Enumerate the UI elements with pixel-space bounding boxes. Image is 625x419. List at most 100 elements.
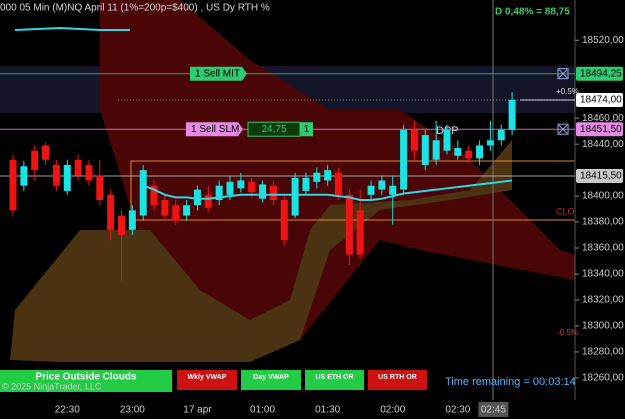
candle-body xyxy=(226,181,234,195)
candle-body xyxy=(128,210,136,230)
y-tick-label: 18520,00 xyxy=(582,35,624,46)
button[interactable] xyxy=(0,370,172,392)
order-cancel-x xyxy=(558,69,568,79)
x-cursor-box xyxy=(478,402,509,417)
candle-body xyxy=(269,185,277,200)
candle-body xyxy=(259,184,267,199)
button[interactable] xyxy=(241,370,301,390)
candle-body xyxy=(31,150,39,171)
annotation: -0.5% xyxy=(557,328,578,337)
candle-body xyxy=(465,150,473,159)
x-tick-label: 01:30 xyxy=(315,405,340,416)
candle-body xyxy=(389,185,397,195)
candle-body xyxy=(237,180,245,189)
price-label-box xyxy=(576,93,623,107)
candle-body xyxy=(20,166,28,186)
y-tick-label: 18260,00 xyxy=(582,373,624,384)
candle-body xyxy=(74,159,82,176)
candle-body xyxy=(454,148,462,156)
x-tick-label: 23:00 xyxy=(120,405,145,416)
x-tick-label: 22:30 xyxy=(55,405,80,416)
candle-body xyxy=(85,164,93,181)
y-tick-label: 18320,00 xyxy=(582,295,624,306)
y-tick-label: 18340,00 xyxy=(582,269,624,280)
candle-body xyxy=(345,194,353,255)
overlay-line xyxy=(142,179,513,201)
price-label-box xyxy=(576,66,623,81)
candle-body xyxy=(280,200,288,241)
order-cancel-x xyxy=(558,124,568,134)
candle-body xyxy=(378,180,386,190)
candle-body xyxy=(410,129,418,151)
order-label: 1 Sell MIT xyxy=(195,68,240,79)
candle-body xyxy=(313,172,321,182)
chart-title: 000 05 Min (M)NQ April 11 (1%=200p=$400)… xyxy=(0,3,270,14)
cloud xyxy=(10,140,512,362)
order-cancel[interactable] xyxy=(557,68,569,80)
x-tick-label: 01:00 xyxy=(250,405,275,416)
order-label: 1 Sell SLM xyxy=(191,124,239,135)
y-tick-label: 18280,00 xyxy=(582,347,624,358)
candle-body xyxy=(476,145,484,159)
candle-body xyxy=(161,200,169,216)
status: Time remaining = 00:03:14 xyxy=(445,376,576,388)
candle-body xyxy=(96,175,104,200)
order-qty-box xyxy=(300,122,313,137)
candle-body xyxy=(52,164,60,186)
button-label: US RTH OR xyxy=(378,374,417,381)
candle-body xyxy=(432,140,440,160)
candle-body xyxy=(400,129,408,190)
candle-body xyxy=(335,172,342,195)
price-label: 18494,25 xyxy=(580,68,622,79)
candle-body xyxy=(367,185,375,195)
button-label: Wkly VWAP xyxy=(188,374,227,381)
indicator-line xyxy=(14,26,130,31)
order-offset: 24,75 xyxy=(261,124,286,135)
price-label-box xyxy=(576,122,623,137)
candle-body xyxy=(204,194,212,208)
subtitle: D 0,48% = 88,75 xyxy=(495,7,570,18)
candle-body xyxy=(183,205,191,216)
candle-body xyxy=(107,194,115,230)
order-tag xyxy=(186,122,243,137)
candle-body xyxy=(302,177,310,191)
candle-body xyxy=(443,129,451,151)
annotation: +0.5% xyxy=(556,87,579,96)
price-label: 18415,50 xyxy=(580,171,622,182)
x-tick-label: 02:45 xyxy=(481,405,506,416)
order-tag xyxy=(190,66,247,81)
button-label: Day VWAP xyxy=(253,374,289,381)
candle-body xyxy=(324,170,332,181)
price-label-box xyxy=(576,168,623,183)
y-tick-label: 18400,00 xyxy=(582,191,624,202)
candle-body xyxy=(508,100,516,130)
price-label: 18451,50 xyxy=(580,124,622,135)
button[interactable] xyxy=(368,370,427,390)
order-cancel[interactable] xyxy=(557,123,569,135)
candle-body xyxy=(356,210,364,255)
x-tick-label: 02:30 xyxy=(445,405,470,416)
button[interactable] xyxy=(305,370,364,390)
candle-body xyxy=(421,135,429,165)
candle-body xyxy=(497,129,505,141)
candle-body xyxy=(215,185,223,200)
candle-body xyxy=(118,215,125,236)
button[interactable] xyxy=(177,370,237,390)
candle-body xyxy=(63,164,71,191)
y-tick-label: 18460,00 xyxy=(582,113,624,124)
candle-body xyxy=(172,205,180,221)
copyright: © 2025 NinjaTrader, LLC xyxy=(2,381,102,391)
candle-body xyxy=(486,140,494,146)
x-tick-label: 17 apr xyxy=(183,405,212,416)
candle-body xyxy=(139,170,147,216)
candle-body xyxy=(150,185,158,206)
annotation: CLO xyxy=(556,206,575,216)
price-label: 18474,00 xyxy=(580,95,622,106)
button-label: Price Outside Clouds xyxy=(35,372,137,383)
button-label: US ETH OR xyxy=(315,374,353,381)
y-tick-label: 18440,00 xyxy=(582,139,624,150)
y-tick-label: 18300,00 xyxy=(582,321,624,332)
candle-body xyxy=(193,189,201,206)
candle-body xyxy=(248,181,256,193)
